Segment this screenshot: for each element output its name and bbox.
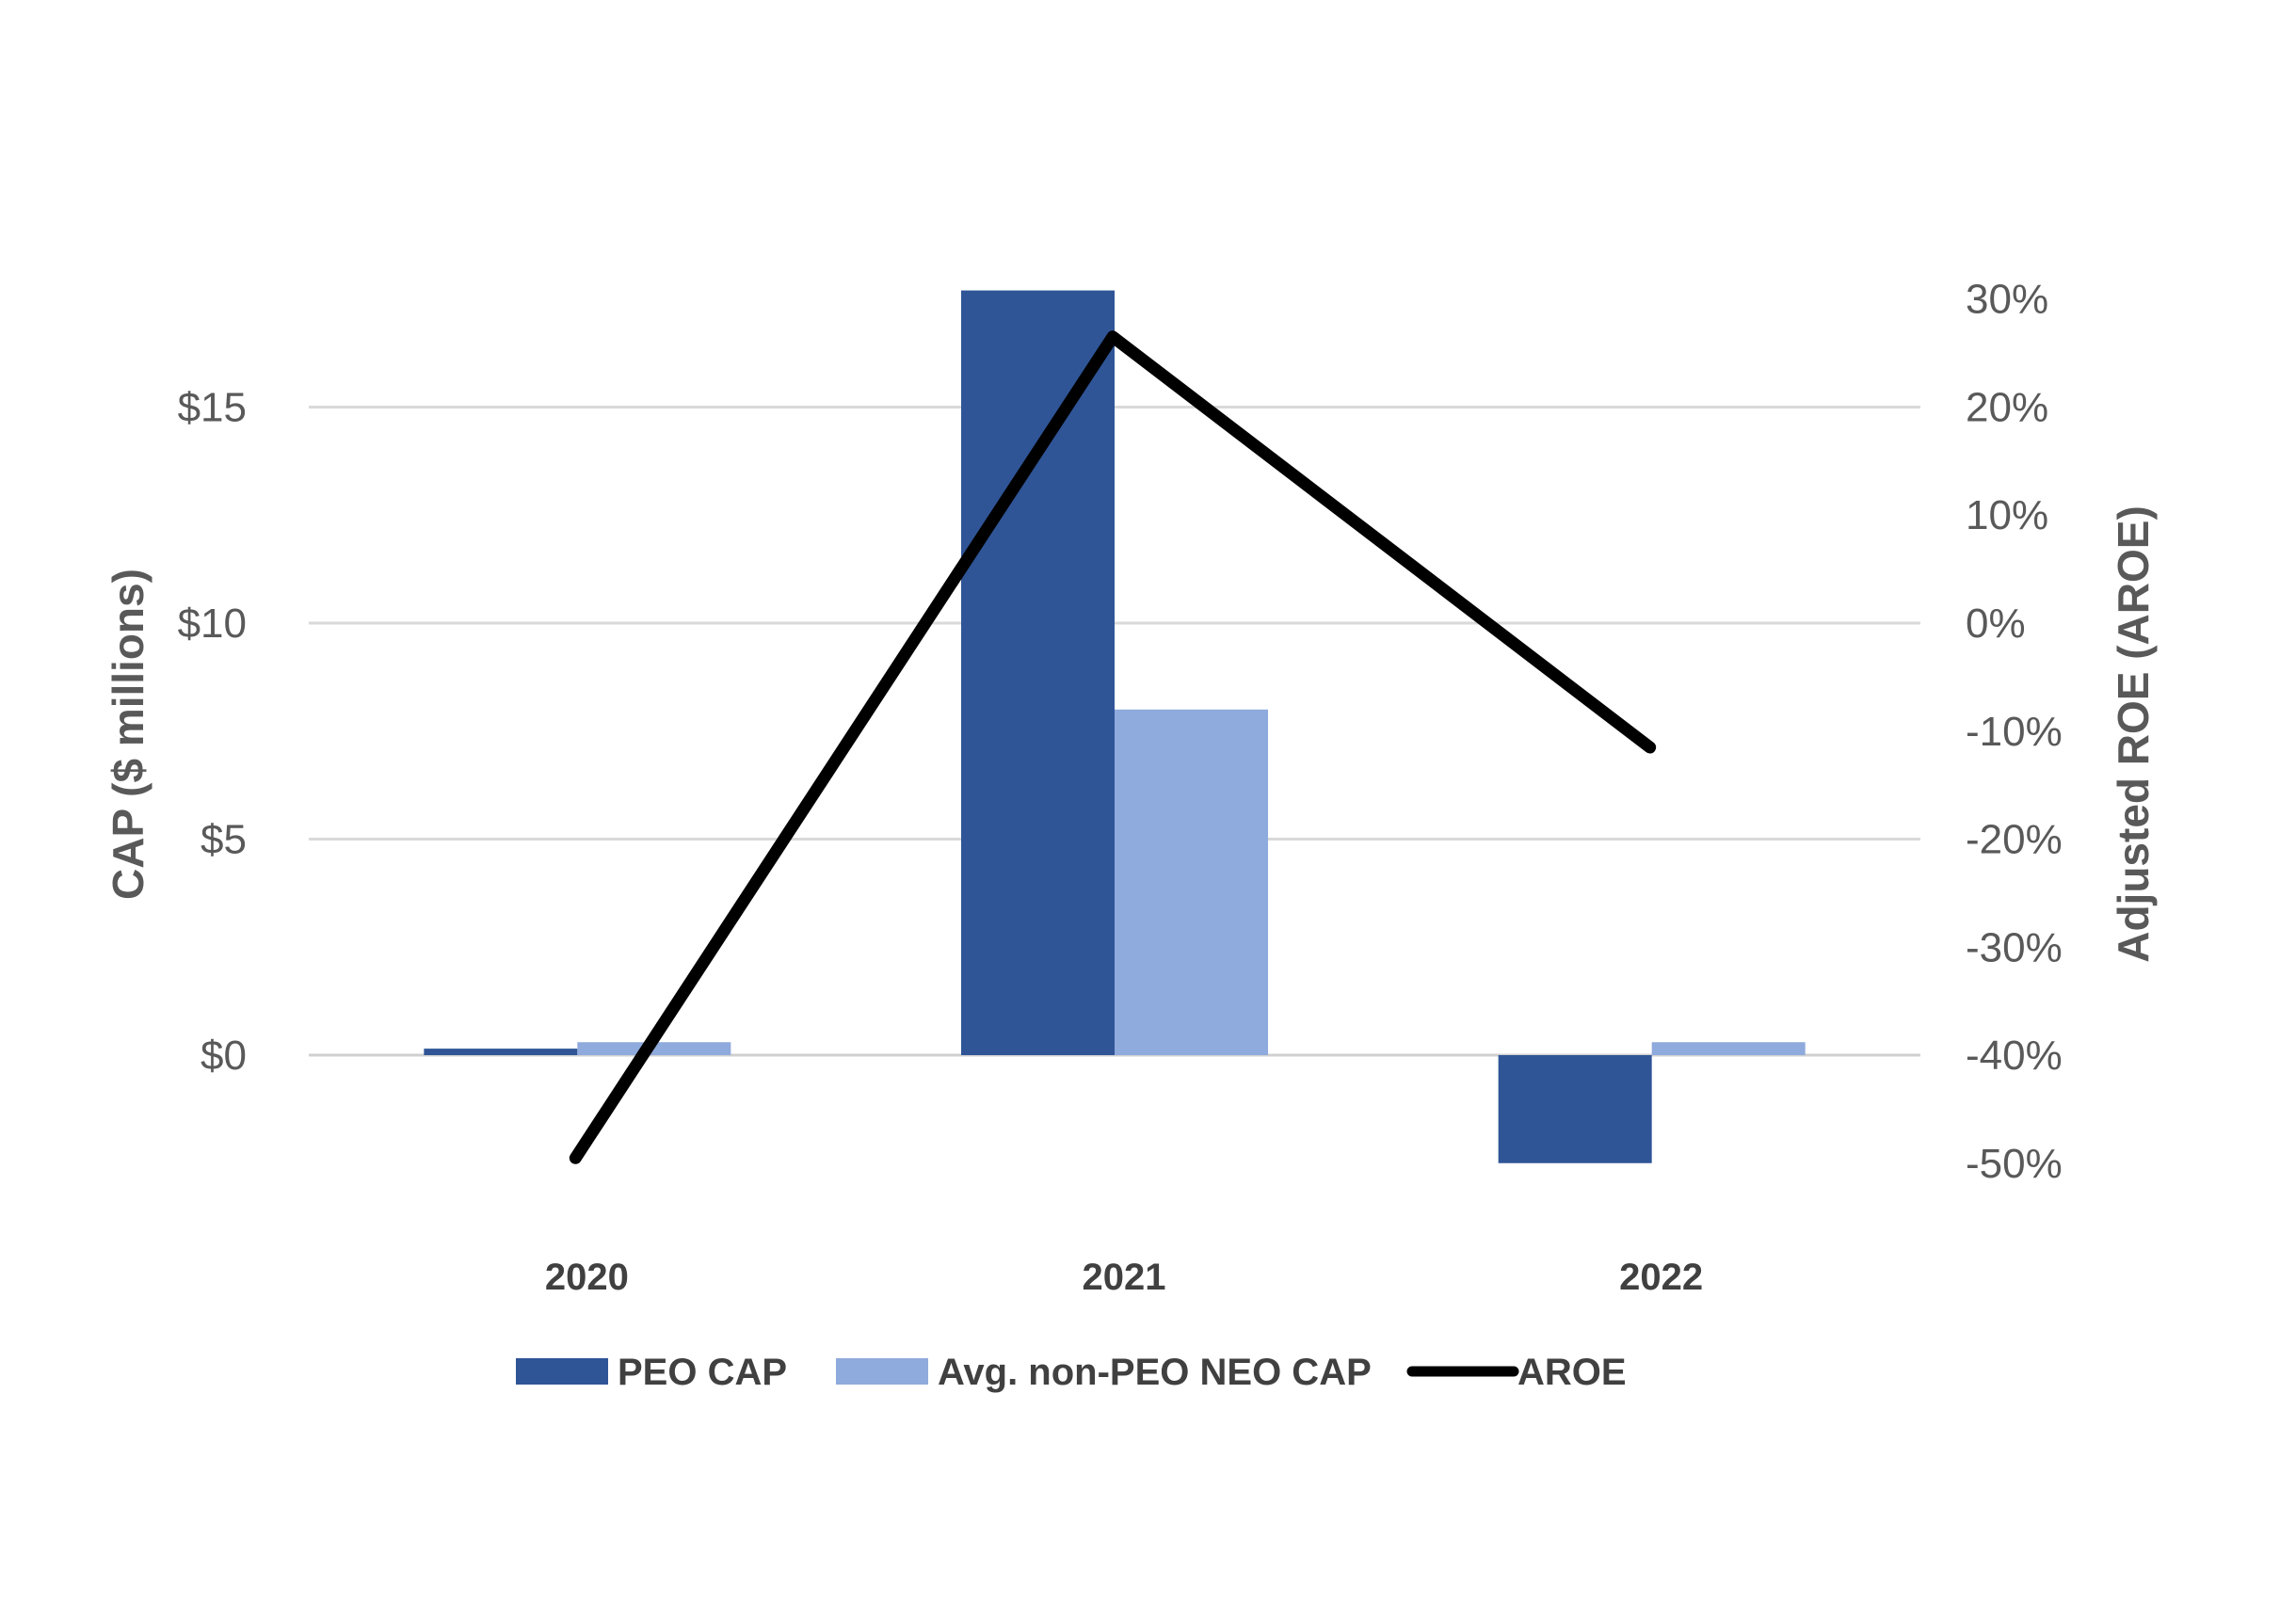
right-axis-title: Adjusted ROE (AROE) <box>2109 505 2158 963</box>
bars <box>424 290 1806 1163</box>
right-tick-label: -30% <box>1966 924 2063 970</box>
left-axis-ticks: $0 $5 $10 $15 <box>178 385 247 1080</box>
right-tick-label: 30% <box>1966 277 2048 323</box>
left-tick-label: $15 <box>178 385 247 431</box>
left-tick-label: $10 <box>178 601 247 647</box>
left-tick-label: $5 <box>201 817 247 863</box>
bar-peo-cap-2022 <box>1498 1055 1652 1163</box>
right-tick-label: 10% <box>1966 492 2048 538</box>
legend-label: AROE <box>1517 1352 1627 1393</box>
right-tick-label: -50% <box>1966 1141 2063 1187</box>
right-tick-label: -10% <box>1966 709 2063 755</box>
right-axis-ticks: -50% -40% -30% -20% -10% 0% 10% 20% 30% <box>1966 277 2063 1187</box>
category-label: 2020 <box>545 1257 629 1298</box>
bar-avg-non-peo-neo-cap-2022 <box>1651 1042 1806 1055</box>
legend-swatch <box>836 1358 928 1385</box>
legend-swatch <box>516 1358 608 1385</box>
line-aroe <box>569 330 1657 1164</box>
bar-peo-cap-2021 <box>961 290 1115 1055</box>
category-labels: 2020 2021 2022 <box>545 1257 1703 1298</box>
right-tick-label: 20% <box>1966 384 2048 430</box>
right-tick-label: 0% <box>1966 601 2026 647</box>
right-tick-label: -20% <box>1966 817 2063 863</box>
category-label: 2022 <box>1619 1257 1703 1298</box>
aroe-line-layer <box>569 330 1657 1164</box>
right-tick-label: -40% <box>1966 1033 2063 1079</box>
bar-avg-non-peo-neo-cap-2021 <box>1115 709 1268 1055</box>
left-axis-title: CAP ($ millions) <box>104 569 153 900</box>
category-label: 2021 <box>1083 1257 1166 1298</box>
legend-label: PEO CAP <box>618 1352 787 1393</box>
left-tick-label: $0 <box>201 1033 247 1079</box>
legend: PEO CAP Avg. non-PEO NEO CAP AROE <box>516 1352 1627 1393</box>
legend-label: Avg. non-PEO NEO CAP <box>938 1352 1372 1393</box>
bar-peo-cap-2020 <box>424 1049 578 1055</box>
